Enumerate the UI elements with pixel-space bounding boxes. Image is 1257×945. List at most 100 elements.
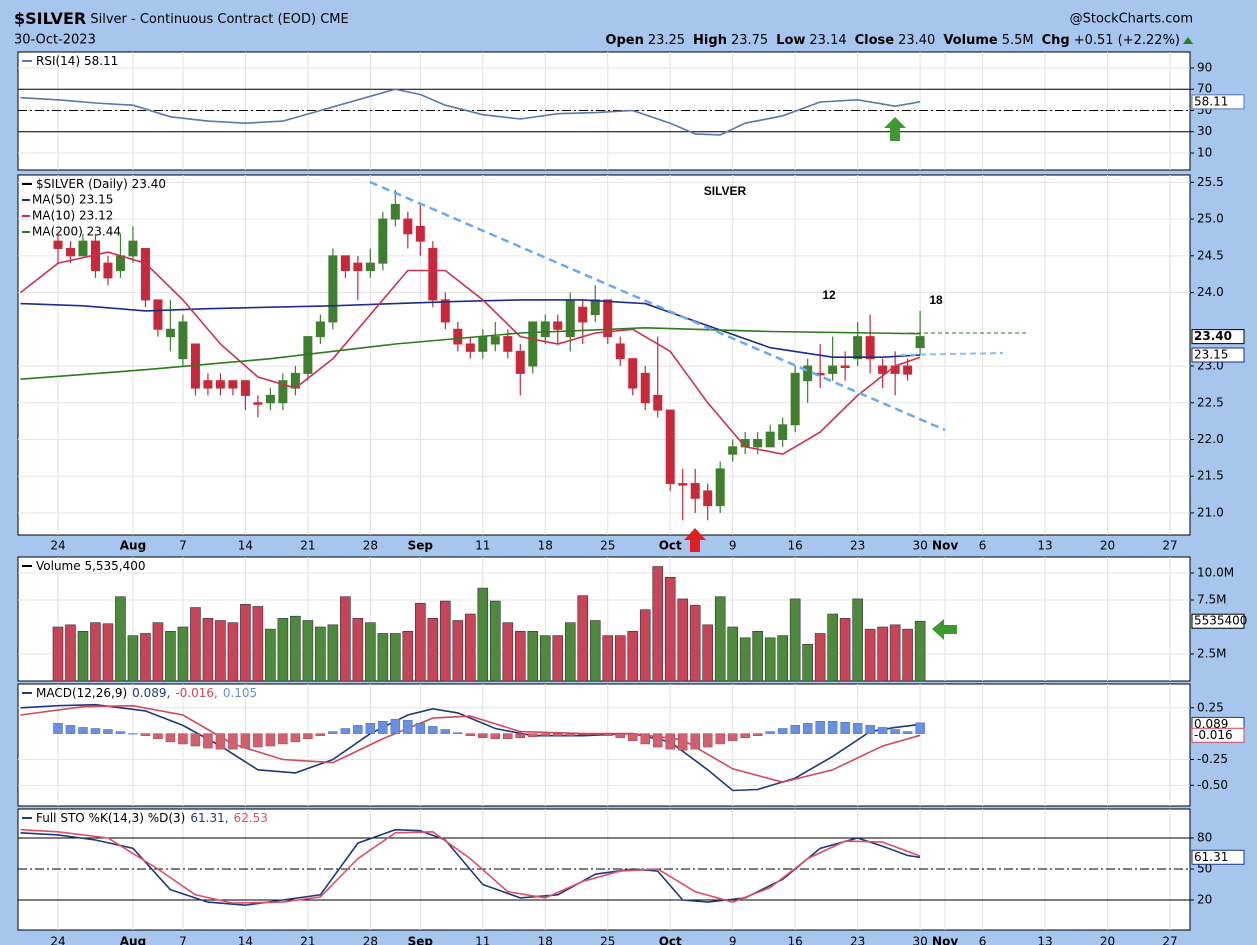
volume-bar xyxy=(914,620,926,682)
volume-bar xyxy=(889,624,901,682)
histogram-bar xyxy=(265,733,276,747)
volume-bar xyxy=(714,596,726,682)
x-tick-label: 14 xyxy=(238,539,253,553)
volume-bar xyxy=(240,604,251,682)
x-tick-label: 23 xyxy=(850,539,865,553)
candle-body xyxy=(403,218,413,235)
candle-body xyxy=(653,394,663,411)
volume-bar xyxy=(864,628,876,682)
histogram-bar xyxy=(640,733,650,745)
x-tick-label: Oct xyxy=(659,539,682,553)
candle-body xyxy=(528,321,538,367)
y-tick-label: 25.5 xyxy=(1197,175,1224,189)
volume-bar xyxy=(440,600,451,682)
y-tick-label: 10.0M xyxy=(1197,565,1234,579)
y-tick-label: 22.5 xyxy=(1197,395,1224,409)
x-tick-label: 30 xyxy=(912,539,927,553)
volume-bar xyxy=(77,631,89,682)
candle-body xyxy=(828,365,838,374)
candle-body xyxy=(428,247,438,301)
quote-value: 23.40 xyxy=(898,33,935,48)
histogram-bar xyxy=(340,728,351,734)
panel-legend: MACD(12,26,9) 0.089, -0.016, 0.105 xyxy=(36,686,257,700)
value-tag xyxy=(1191,613,1245,629)
candle-body xyxy=(915,336,925,349)
trend-line xyxy=(369,180,946,432)
histogram-bar xyxy=(615,733,625,739)
candle-body xyxy=(78,240,88,257)
histogram-bar xyxy=(490,733,501,740)
volume-bar xyxy=(789,598,801,682)
y-tick-label: -0.50 xyxy=(1197,778,1228,792)
series-line xyxy=(20,326,921,380)
series-line xyxy=(20,299,921,358)
y-tick-label: 22.0 xyxy=(1197,432,1224,446)
volume-bar xyxy=(377,633,389,682)
histogram-bar xyxy=(465,733,476,736)
volume-bar xyxy=(614,635,626,682)
candle-body xyxy=(465,343,475,352)
header-title: $SILVER Silver - Continuous Contract (EO… xyxy=(14,9,349,28)
contract-name: Silver - Continuous Contract (EOD) xyxy=(90,12,316,27)
volume-bar xyxy=(427,618,439,682)
panel xyxy=(17,174,1191,536)
volume-bar xyxy=(814,633,826,682)
ma50-extension xyxy=(899,352,1004,356)
panel xyxy=(17,51,1191,171)
x-tick-label: 9 xyxy=(729,539,737,553)
volume-bar xyxy=(902,628,913,682)
y-tick-label: 0.25 xyxy=(1197,700,1224,714)
candle-body xyxy=(153,299,163,330)
volume-bar xyxy=(752,631,763,682)
histogram-bar xyxy=(178,733,188,745)
panel-title: Full STO %K(14,3) %D(3) xyxy=(36,811,185,825)
panel-title: Volume 5,535,400 xyxy=(36,559,146,573)
value-tag xyxy=(1191,727,1245,743)
histogram-bar xyxy=(115,731,126,734)
candle-body xyxy=(515,350,525,374)
value-tag xyxy=(1191,329,1245,345)
quote-value: 23.25 xyxy=(648,33,685,48)
candle-body xyxy=(265,394,275,404)
legend-entry: -0.016, xyxy=(175,686,218,700)
candle-body xyxy=(315,321,325,338)
histogram-bar xyxy=(702,733,713,748)
volume-bar xyxy=(127,635,139,682)
histogram-bar xyxy=(765,731,775,734)
volume-bar xyxy=(877,626,888,682)
histogram-bar xyxy=(515,733,526,739)
candle-body xyxy=(703,490,713,507)
legend-entry: MA(200) 23.44 xyxy=(32,225,121,239)
volume-bar xyxy=(577,595,589,682)
y-tick-label: 24.0 xyxy=(1197,285,1224,299)
histogram-bar xyxy=(665,733,675,750)
panel-legend: RSI(14) 58.11 xyxy=(36,54,118,68)
x-tick-label: Nov xyxy=(932,539,958,553)
histogram-bar xyxy=(553,733,563,736)
x-tick-label: 13 xyxy=(1037,935,1052,945)
green-arrow-volume xyxy=(932,619,957,640)
value-tag-label: 5535400 xyxy=(1194,614,1247,628)
candle-body xyxy=(778,424,788,440)
histogram-bar xyxy=(602,733,613,736)
candle-body xyxy=(640,372,650,404)
x-tick-label: 28 xyxy=(363,539,378,553)
candle-body xyxy=(678,483,688,486)
panel-title: RSI(14) 58.11 xyxy=(36,54,118,68)
x-tick-label: 11 xyxy=(475,539,490,553)
histogram-bar xyxy=(802,723,813,734)
candle-body xyxy=(128,240,138,257)
candle-body xyxy=(240,380,250,396)
candle-body xyxy=(453,328,463,345)
x-tick-label: 7 xyxy=(179,935,187,945)
candle-body xyxy=(578,306,588,323)
value-tag xyxy=(1191,94,1245,110)
histogram-bar xyxy=(128,733,138,735)
x-tick-label: 16 xyxy=(788,539,803,553)
candle-body xyxy=(490,336,500,345)
candle-body xyxy=(253,402,263,405)
histogram-bar xyxy=(90,728,101,734)
volume-bar xyxy=(639,609,651,682)
